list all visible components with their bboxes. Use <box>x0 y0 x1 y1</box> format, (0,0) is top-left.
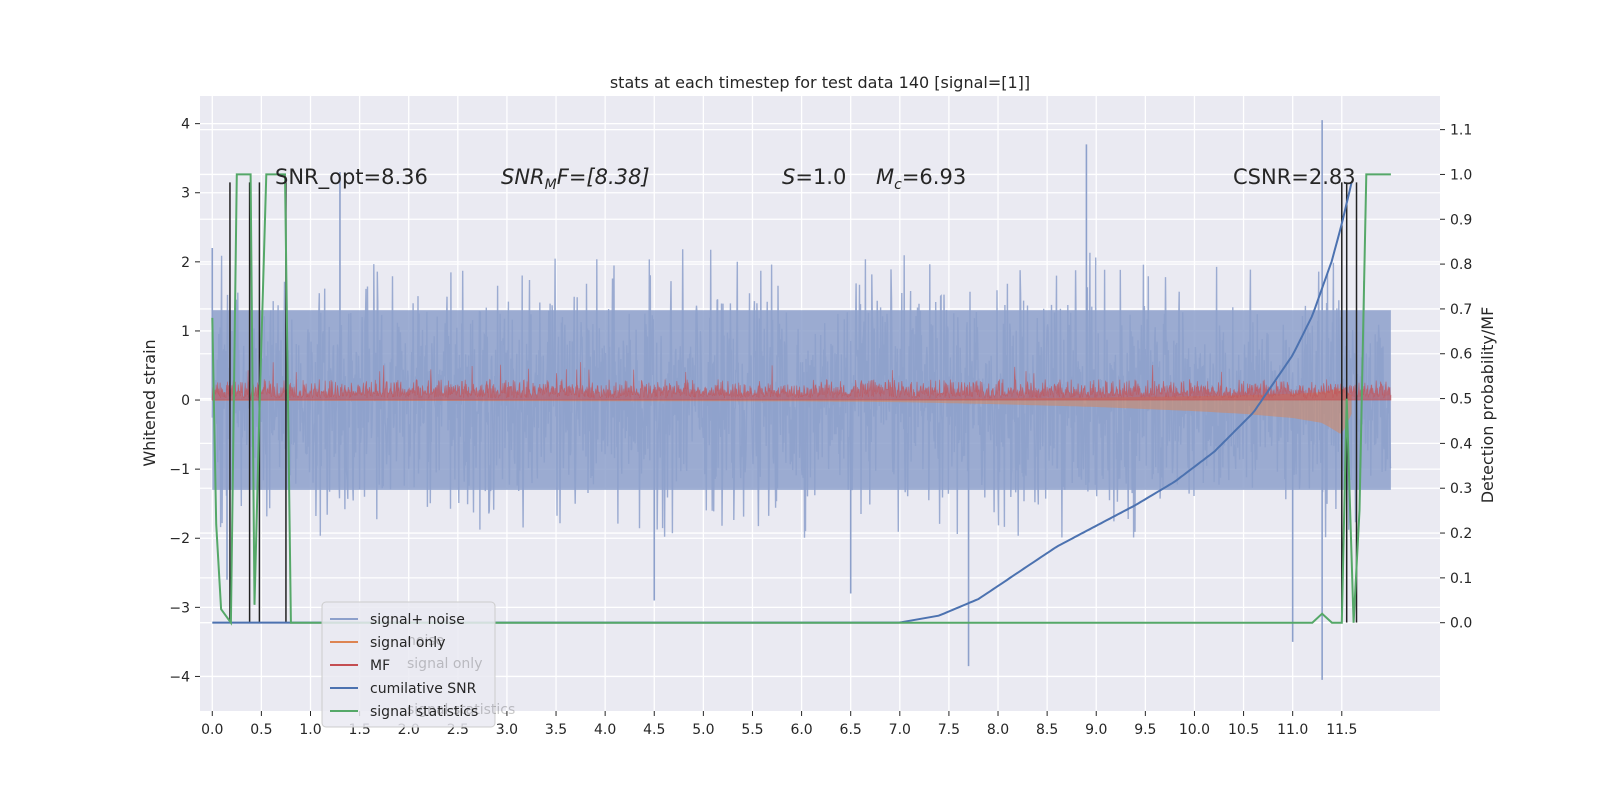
y2-tick-label: 0.7 <box>1450 302 1472 318</box>
legend-label: signal+ noise <box>370 612 465 628</box>
y-tick-label: −2 <box>169 531 190 547</box>
y2-tick-label: 0.4 <box>1450 436 1472 452</box>
x-tick-label: 4.5 <box>643 722 665 738</box>
y2-tick-label: 0.9 <box>1450 212 1472 228</box>
annotation-mc-symbol: M <box>876 165 894 189</box>
series-mf <box>211 362 1392 401</box>
annotation-snr-opt: SNR_opt=8.36 <box>275 165 428 190</box>
y-tick-label: 2 <box>181 255 190 271</box>
x-tick-label: 8.5 <box>1036 722 1058 738</box>
annotation-snr-mf-value: F=[8.38] <box>557 165 650 189</box>
y-tick-label: 0 <box>181 393 190 409</box>
annotation-s-symbol: S <box>782 165 795 189</box>
y2-tick-label: 0.5 <box>1450 392 1472 408</box>
legend-label: cumilative SNR <box>370 681 477 697</box>
legend-ghost-label: signal statistics <box>407 702 515 718</box>
x-tick-label: 10.0 <box>1179 722 1210 738</box>
x-tick-label: 3.5 <box>545 722 567 738</box>
x-tick-label: 0.0 <box>201 722 223 738</box>
legend-label: MF <box>370 658 390 674</box>
x-tick-label: 0.5 <box>250 722 272 738</box>
y2-axis-label: Detection probability/MF <box>1478 307 1497 504</box>
annotation-snr-mf: SNRMF=[8.38] <box>501 165 650 193</box>
x-tick-label: 8.0 <box>987 722 1009 738</box>
annotation-s-value: =1.0 <box>795 165 846 189</box>
y2-tick-label: 0.8 <box>1450 257 1472 273</box>
annotation-snr-mf-symbol: SNR <box>501 165 545 189</box>
x-tick-label: 9.5 <box>1134 722 1156 738</box>
y2-tick-label: 1.0 <box>1450 167 1472 183</box>
y-tick-label: 4 <box>181 117 190 133</box>
annotation-mc-subscript: c <box>894 177 902 193</box>
y2-tick-label: 0.0 <box>1450 616 1472 632</box>
y-tick-label: 1 <box>181 324 190 340</box>
annotation-csnr: CSNR=2.83 <box>1233 165 1356 189</box>
x-tick-label: 6.5 <box>840 722 862 738</box>
legend-ghost-label: noise <box>407 633 444 649</box>
y2-tick-label: 1.1 <box>1450 123 1472 139</box>
x-tick-label: 10.5 <box>1228 722 1259 738</box>
x-tick-label: 3.0 <box>496 722 518 738</box>
annotations: SNR_opt=8.36 SNRMF=[8.38] S=1.0 Mc=6.93 … <box>275 165 1356 193</box>
y-tick-label: −3 <box>169 600 190 616</box>
tick-layer: 0.0 0.5 1.0 1.5 2.0 2.5 3.0 3.5 4.0 4.5 5.0 5.5 6.0 6… <box>169 117 1472 738</box>
annotation-mc: Mc=6.93 <box>876 165 966 193</box>
y2-tick-label: 0.6 <box>1450 347 1472 363</box>
x-tick-label: 11.5 <box>1326 722 1357 738</box>
annotation-mc-value: =6.93 <box>902 165 966 189</box>
x-tick-label: 7.0 <box>889 722 911 738</box>
x-tick-label: 9.0 <box>1085 722 1107 738</box>
legend-ghost-label: signal only <box>407 656 482 672</box>
y2-tick-label: 0.1 <box>1450 571 1472 587</box>
y-tick-label: −1 <box>169 462 190 478</box>
x-tick-label: 5.5 <box>741 722 763 738</box>
x-tick-label: 11.0 <box>1277 722 1308 738</box>
x-tick-label: 5.0 <box>692 722 714 738</box>
legend-box <box>321 601 496 728</box>
x-tick-label: 7.5 <box>938 722 960 738</box>
legend-label: signal statistics <box>370 704 478 720</box>
chart-title: stats at each timestep for test data 140… <box>610 73 1030 92</box>
annotation-s: S=1.0 <box>782 165 846 189</box>
y-tick-label: −4 <box>169 669 190 685</box>
y2-tick-label: 0.3 <box>1450 481 1472 497</box>
x-tick-label: 1.0 <box>299 722 321 738</box>
series-layer <box>211 120 1392 680</box>
legend-label: signal only <box>370 635 445 651</box>
y-tick-label: 3 <box>181 186 190 202</box>
y2-tick-label: 0.2 <box>1450 526 1472 542</box>
x-tick-label: 4.0 <box>594 722 616 738</box>
annotation-snr-mf-subscript: M <box>545 177 557 193</box>
y-axis-label: Whitened strain <box>140 339 159 466</box>
x-tick-label: 6.0 <box>790 722 812 738</box>
